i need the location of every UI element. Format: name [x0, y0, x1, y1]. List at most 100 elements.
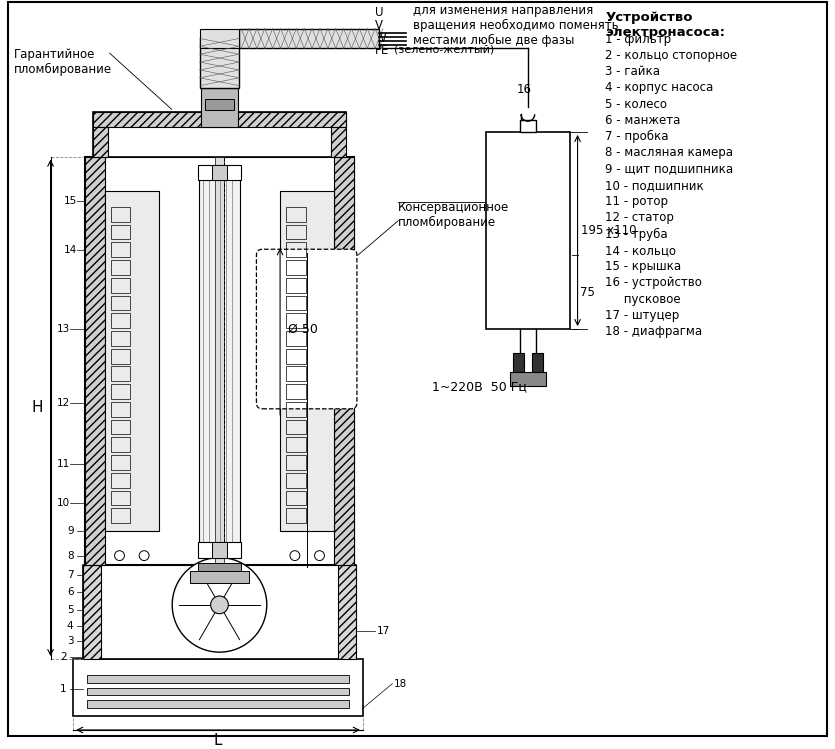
Text: 195 x110: 195 x110 — [580, 224, 636, 237]
Bar — [286, 437, 306, 452]
Bar — [87, 675, 349, 682]
Bar — [286, 225, 306, 240]
Bar — [110, 384, 130, 399]
Text: 8: 8 — [67, 551, 73, 560]
Text: 9 - щит подшипника: 9 - щит подшипника — [605, 163, 733, 175]
Text: 1: 1 — [60, 684, 67, 694]
Text: 6: 6 — [67, 587, 73, 597]
Circle shape — [290, 551, 300, 560]
Text: 3 - гайка: 3 - гайка — [605, 65, 660, 78]
Bar — [286, 313, 306, 328]
Bar — [83, 565, 101, 659]
Text: Устройство
электронасоса:: Устройство электронасоса: — [605, 10, 725, 39]
Bar — [239, 28, 378, 48]
Bar — [513, 353, 524, 376]
Bar — [87, 688, 349, 696]
Text: 75: 75 — [579, 285, 595, 299]
Bar — [286, 331, 306, 346]
Text: Гарантийное
пломбирование: Гарантийное пломбирование — [14, 48, 112, 76]
Text: 14 - кольцо: 14 - кольцо — [605, 244, 676, 257]
Bar — [338, 565, 356, 659]
Bar — [190, 571, 249, 583]
Text: 17 - штуцер: 17 - штуцер — [605, 309, 680, 322]
Text: 18: 18 — [393, 679, 407, 688]
Bar — [286, 260, 306, 275]
Text: 7: 7 — [67, 570, 73, 580]
Bar — [73, 659, 363, 716]
Text: 17: 17 — [377, 626, 390, 637]
Bar — [200, 88, 238, 127]
Bar — [200, 38, 239, 88]
Bar — [286, 349, 306, 363]
Circle shape — [210, 596, 228, 613]
Bar — [83, 565, 356, 659]
Text: 9: 9 — [67, 526, 73, 536]
Text: 5 - колесо: 5 - колесо — [605, 97, 667, 111]
Bar — [110, 260, 130, 275]
Bar — [110, 366, 130, 381]
Bar — [286, 278, 306, 293]
Bar — [110, 455, 130, 470]
Text: 13 - труба: 13 - труба — [605, 228, 668, 240]
Text: PE: PE — [375, 44, 389, 58]
Text: 10: 10 — [57, 498, 70, 509]
Text: 7 - пробка: 7 - пробка — [605, 130, 669, 143]
Circle shape — [315, 551, 325, 560]
Bar — [85, 157, 104, 565]
Text: 2 - кольцо стопорное: 2 - кольцо стопорное — [605, 49, 737, 61]
Text: (зелено-желтый): (зелено-желтый) — [394, 44, 494, 55]
Bar — [331, 112, 346, 157]
Text: 12: 12 — [57, 398, 70, 408]
Text: 4: 4 — [67, 621, 73, 631]
Bar — [110, 509, 130, 523]
Bar — [110, 349, 130, 363]
Text: Ø 50: Ø 50 — [288, 323, 318, 336]
Circle shape — [139, 551, 149, 560]
Text: 14: 14 — [63, 245, 77, 255]
Bar — [286, 384, 306, 399]
Bar — [110, 491, 130, 506]
Bar — [280, 191, 334, 531]
Bar — [93, 112, 346, 157]
Bar — [286, 366, 306, 381]
Bar — [286, 455, 306, 470]
Bar — [198, 165, 241, 181]
Bar — [286, 509, 306, 523]
Bar — [110, 225, 130, 240]
Text: 5: 5 — [67, 604, 73, 615]
Bar — [110, 243, 130, 257]
Circle shape — [114, 551, 124, 560]
Text: W: W — [375, 31, 387, 44]
Bar — [520, 120, 536, 132]
Text: 6 - манжета: 6 - манжета — [605, 114, 681, 127]
Bar — [93, 112, 346, 127]
Bar — [510, 372, 545, 386]
Text: 16: 16 — [516, 82, 531, 96]
Bar — [104, 191, 159, 531]
Bar — [286, 243, 306, 257]
Text: U: U — [375, 6, 383, 19]
Bar — [486, 132, 569, 329]
Text: 12 - статор: 12 - статор — [605, 211, 674, 224]
Text: H: H — [31, 400, 43, 416]
Text: 13: 13 — [57, 324, 70, 334]
Bar — [93, 112, 108, 157]
Text: 2: 2 — [60, 652, 67, 662]
Text: 15: 15 — [63, 196, 77, 206]
Text: 16 - устройство: 16 - устройство — [605, 276, 702, 289]
Bar — [286, 491, 306, 506]
Bar — [110, 437, 130, 452]
Bar — [211, 165, 227, 181]
Text: 8 - масляная камера: 8 - масляная камера — [605, 146, 733, 160]
Bar — [215, 157, 225, 565]
Text: Консервационное
пломбирование: Консервационное пломбирование — [398, 201, 509, 229]
Bar — [110, 207, 130, 222]
Bar — [286, 296, 306, 310]
Text: 3: 3 — [67, 637, 73, 646]
Text: 15 - крышка: 15 - крышка — [605, 260, 681, 273]
Text: для изменения направления
вращения необходимо поменять
местами любые две фазы: для изменения направления вращения необх… — [413, 4, 619, 47]
Text: 11: 11 — [57, 459, 70, 469]
Text: 18 - диафрагма: 18 - диафрагма — [605, 325, 702, 338]
Text: V: V — [375, 19, 382, 31]
Bar — [110, 402, 130, 416]
